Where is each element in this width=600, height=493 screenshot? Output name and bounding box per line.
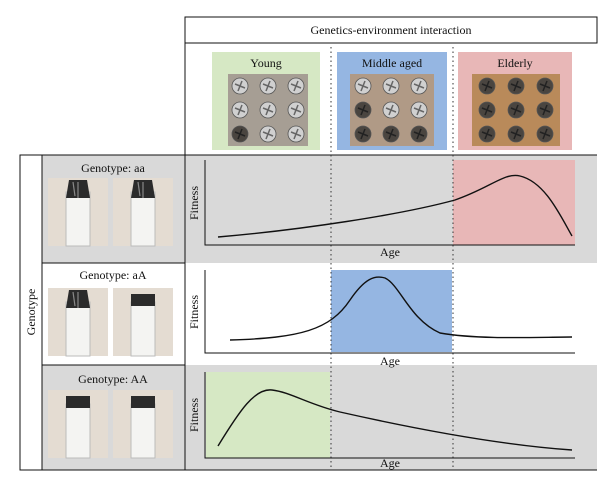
axes: [204, 160, 575, 246]
screw-slot: [262, 80, 274, 92]
column-label: Young: [250, 56, 281, 70]
axes: [204, 270, 575, 354]
driver-shaft: [65, 403, 91, 459]
driver-flute: [72, 181, 79, 198]
screw-slot: [510, 128, 522, 140]
young-region: [206, 372, 330, 458]
driver-flute: [137, 181, 144, 198]
driver-shaft: [130, 403, 156, 459]
screw-slot: [234, 128, 246, 140]
screw-slot: [290, 128, 302, 140]
x-axis-label: Age: [380, 245, 400, 259]
driver-shaft: [130, 191, 156, 247]
screw-slot: [539, 80, 551, 92]
screw-slot: [385, 128, 397, 140]
column-label: Elderly: [497, 56, 532, 70]
driver-tip: [66, 396, 90, 408]
row-label: Genotype: aA: [80, 268, 147, 282]
fitness-curve: [217, 389, 573, 451]
screw-slot: [481, 128, 493, 140]
axes: [204, 372, 575, 459]
screw-slot: [385, 104, 397, 116]
screw-slot: [510, 80, 522, 92]
screw-slot: [481, 80, 493, 92]
screw-slot: [262, 128, 274, 140]
header-title: Genetics-environment interaction: [311, 23, 472, 37]
driver-tip: [131, 294, 155, 306]
driver-tip: [131, 396, 155, 408]
row-label: Genotype: AA: [78, 372, 148, 386]
screw-slot: [539, 104, 551, 116]
screw-slot: [539, 128, 551, 140]
elderly-region: [453, 160, 575, 245]
driver-shaft: [65, 191, 91, 247]
screw-slot: [234, 104, 246, 116]
row-group-label: Genotype: [24, 289, 38, 336]
y-axis-label: Fitness: [187, 186, 201, 220]
screw-slot: [510, 104, 522, 116]
screw-slot: [357, 128, 369, 140]
screw-slot: [357, 104, 369, 116]
header-box: [184, 16, 598, 44]
screw-slot: [413, 128, 425, 140]
fitness-curve: [217, 174, 573, 238]
screw-slot: [413, 104, 425, 116]
screw-slot: [290, 80, 302, 92]
x-axis-label: Age: [380, 354, 400, 368]
screw-slot: [234, 80, 246, 92]
screw-slot: [357, 80, 369, 92]
x-axis-label: Age: [380, 456, 400, 470]
y-axis-label: Fitness: [187, 295, 201, 329]
screw-slot: [413, 80, 425, 92]
driver-flute: [72, 291, 79, 308]
fitness-curve: [229, 276, 573, 341]
screw-slot: [262, 104, 274, 116]
screw-slot: [290, 104, 302, 116]
screw-slot: [481, 104, 493, 116]
driver-shaft: [65, 301, 91, 357]
row-label: Genotype: aa: [81, 161, 145, 175]
screw-slot: [385, 80, 397, 92]
column-label: Middle aged: [362, 56, 422, 70]
y-axis-label: Fitness: [187, 398, 201, 432]
driver-shaft: [130, 301, 156, 357]
